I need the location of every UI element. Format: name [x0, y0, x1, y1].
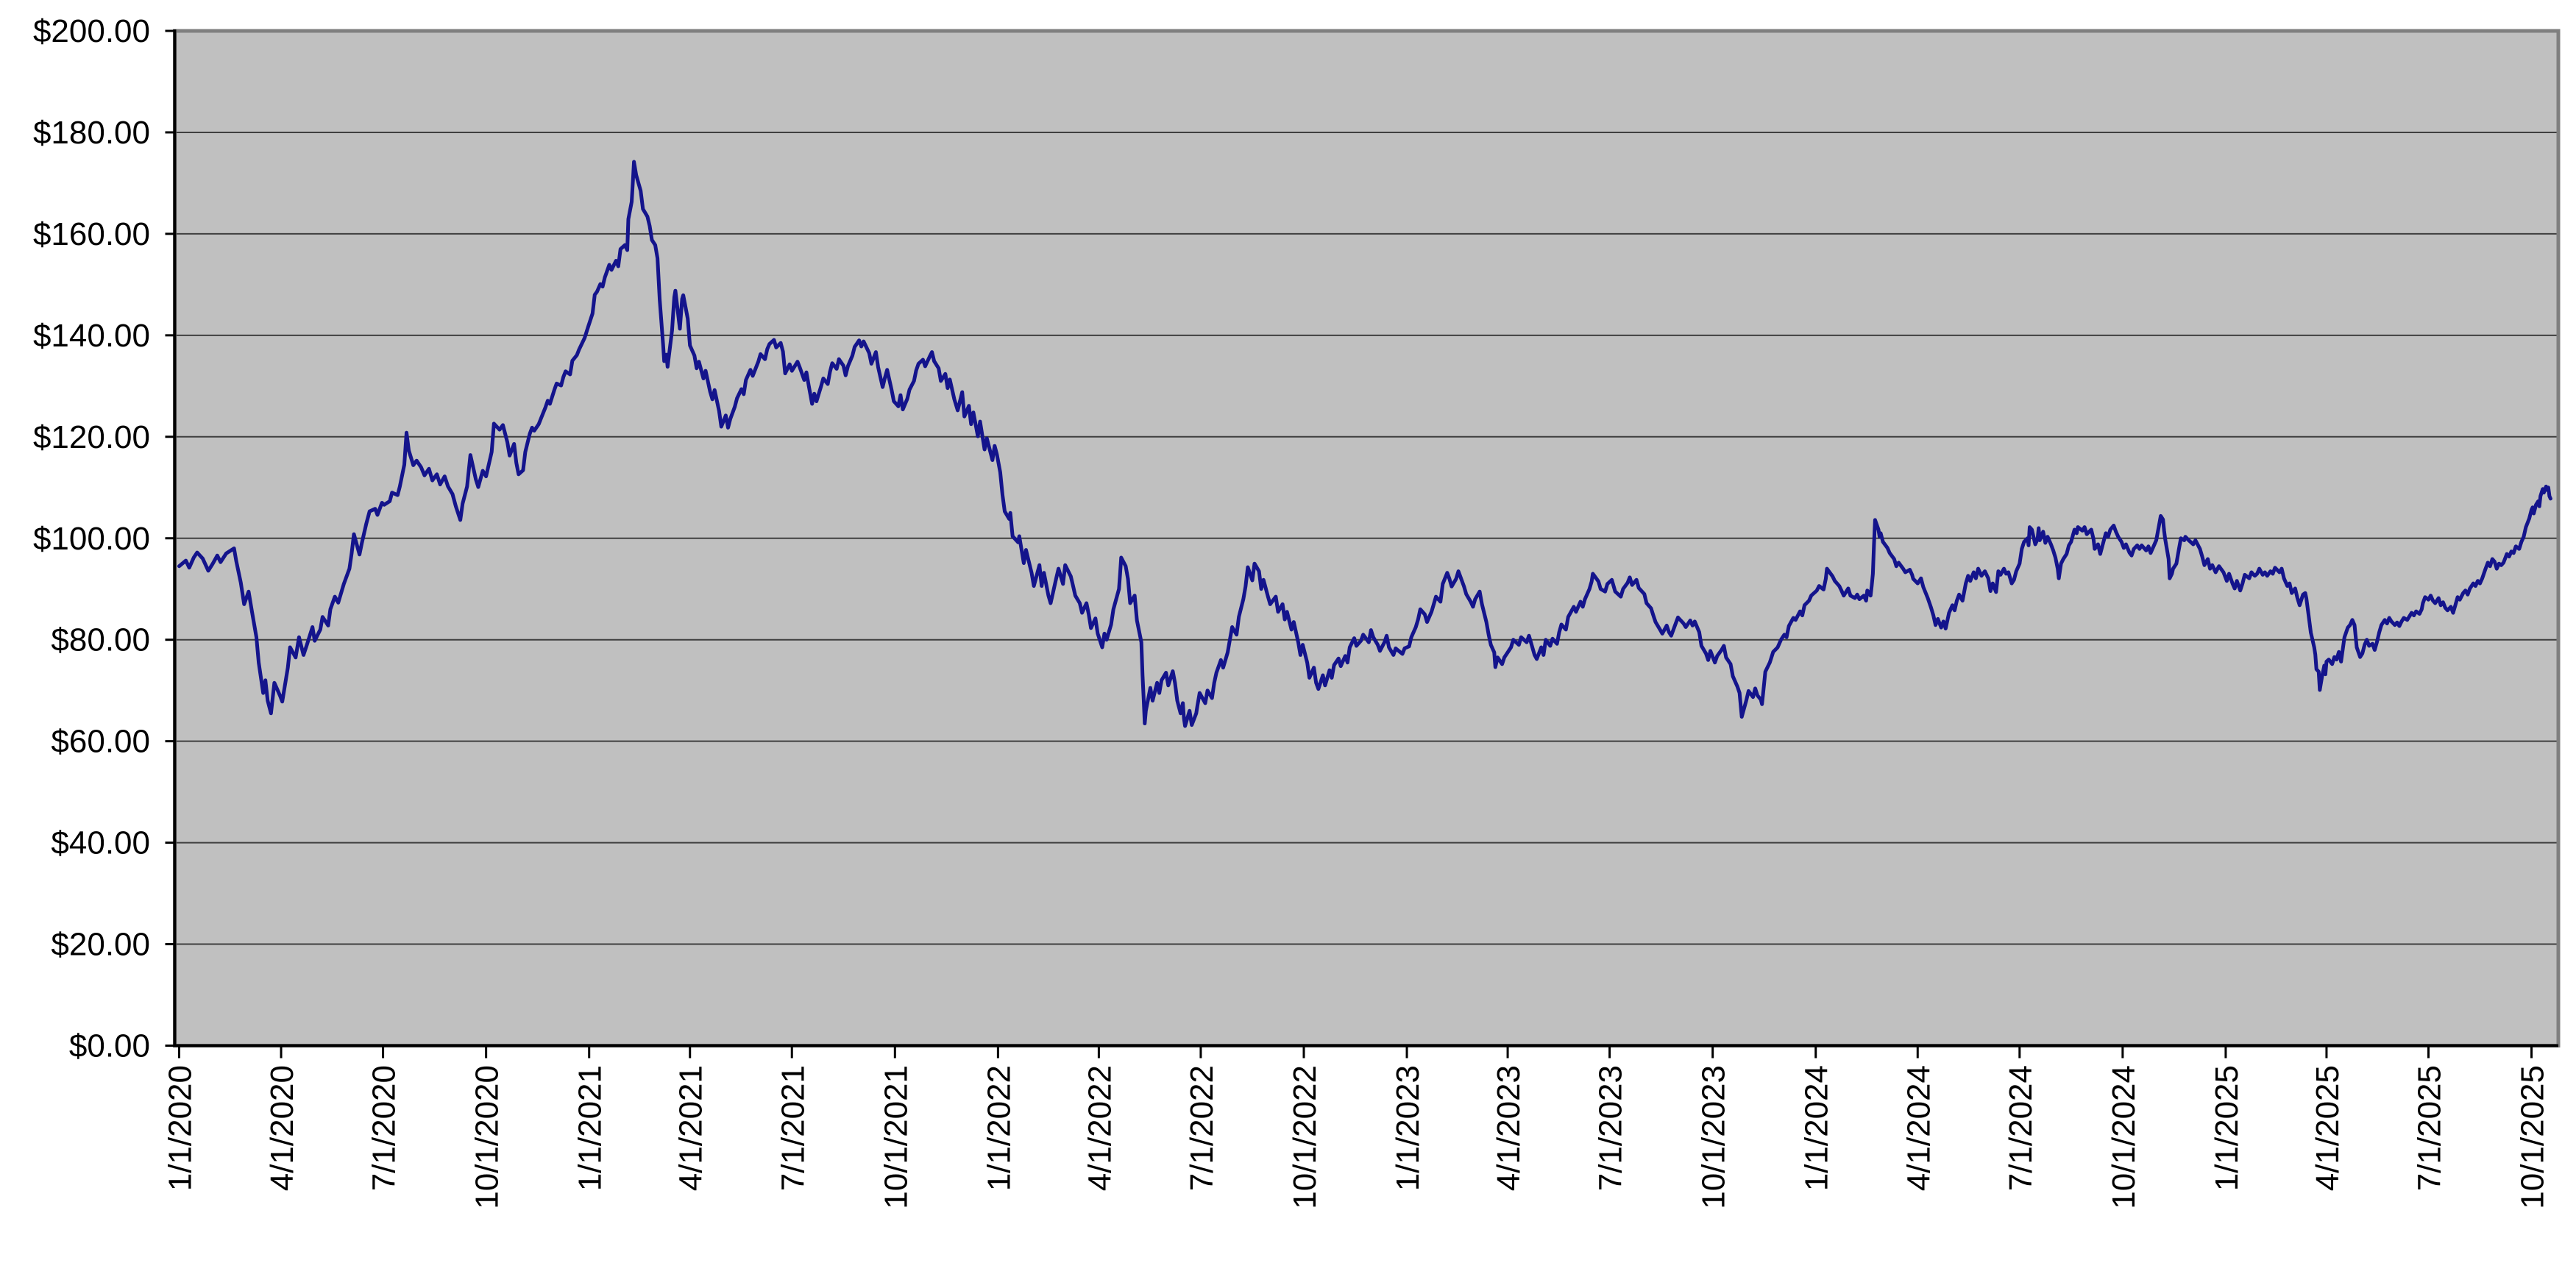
x-axis-label: 1/1/2020 [163, 1065, 199, 1191]
y-axis-label: $0.00 [69, 1028, 150, 1064]
x-axis-label: 4/1/2023 [1491, 1065, 1527, 1191]
x-axis-label: 7/1/2021 [775, 1065, 811, 1191]
x-axis-label: 10/1/2023 [1696, 1065, 1732, 1209]
y-axis-label: $40.00 [51, 825, 150, 861]
y-axis-labels: $0.00 $20.00 $40.00 $60.00 $80.00 $100.00 $120… [33, 13, 150, 1064]
y-axis-label: $180.00 [33, 115, 150, 151]
x-axis-label: 10/1/2025 [2515, 1065, 2551, 1209]
y-axis-label: $100.00 [33, 521, 150, 557]
x-axis-label: 10/1/2022 [1287, 1065, 1323, 1209]
x-axis-label: 7/1/2023 [1593, 1065, 1629, 1191]
y-axis-label: $60.00 [51, 724, 150, 760]
x-axis-label: 4/1/2022 [1082, 1065, 1118, 1191]
x-axis-label: 10/1/2020 [469, 1065, 505, 1209]
x-axis-label: 4/1/2025 [2310, 1065, 2346, 1191]
y-axis-label: $120.00 [33, 419, 150, 455]
y-axis-label: $80.00 [51, 622, 150, 658]
x-axis-label: 1/1/2024 [1799, 1065, 1835, 1191]
y-axis-ticks [165, 29, 175, 1047]
y-axis-label: $200.00 [33, 13, 150, 49]
x-axis-ticks [178, 1045, 2533, 1059]
y-axis-label: $140.00 [33, 318, 150, 354]
x-axis-label: 1/1/2023 [1390, 1065, 1426, 1191]
x-axis-label: 10/1/2024 [2106, 1065, 2142, 1209]
x-axis-label: 1/1/2021 [572, 1065, 608, 1191]
price-series-line [177, 160, 2552, 728]
x-axis-label: 7/1/2020 [366, 1065, 402, 1191]
x-axis-label: 1/1/2025 [2209, 1065, 2245, 1191]
axis-lines [173, 29, 2558, 1047]
y-axis-label: $20.00 [51, 927, 150, 963]
x-axis-label: 4/1/2020 [264, 1065, 300, 1191]
x-axis-label: 7/1/2022 [1184, 1065, 1220, 1191]
x-axis-label: 10/1/2021 [878, 1065, 914, 1209]
x-axis-label: 1/1/2022 [981, 1065, 1017, 1191]
x-axis-labels: 1/1/2020 4/1/2020 7/1/2020 10/1/2020 1/1/202… [163, 1065, 2551, 1209]
y-axis-label: $160.00 [33, 216, 150, 252]
x-axis-label: 4/1/2024 [1901, 1065, 1937, 1191]
x-axis-label: 7/1/2024 [2003, 1065, 2039, 1191]
x-axis-label: 7/1/2025 [2411, 1065, 2447, 1191]
x-axis-label: 4/1/2021 [673, 1065, 709, 1191]
